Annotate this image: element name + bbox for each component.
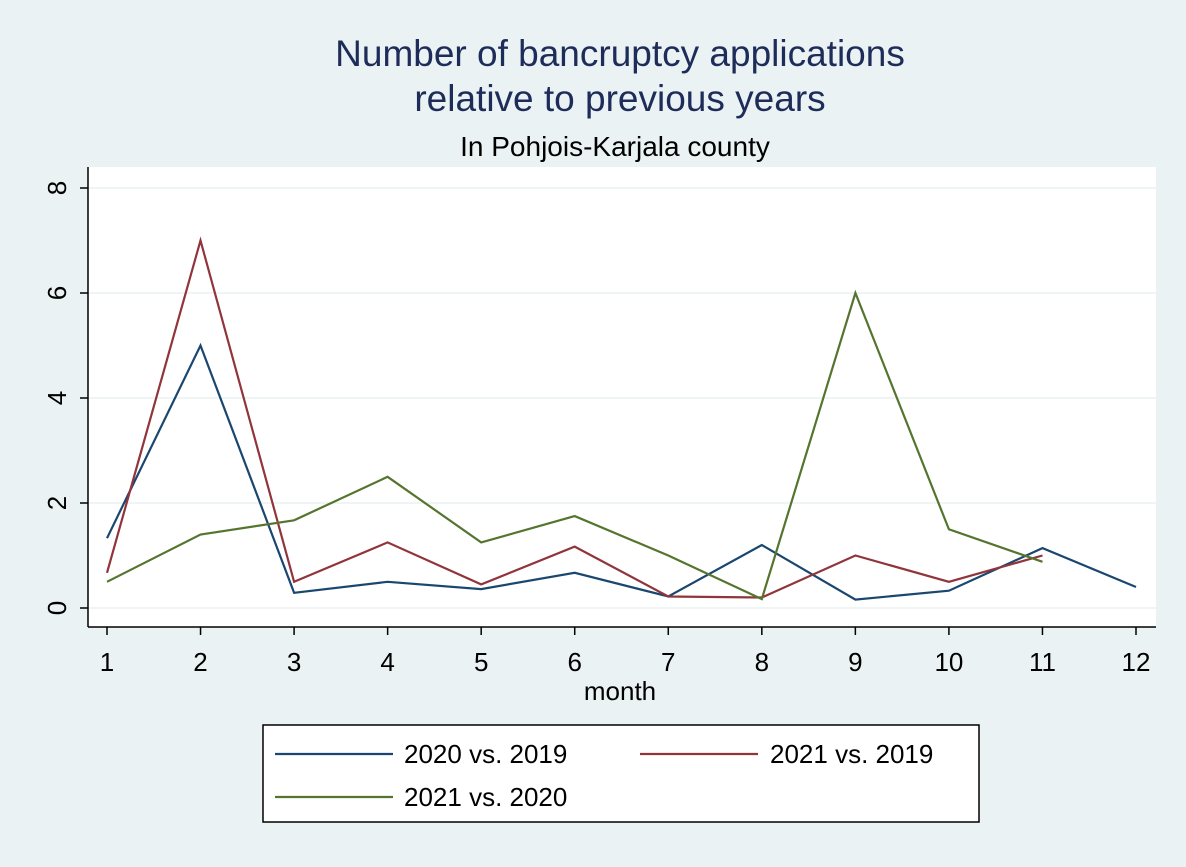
chart-title: Number of bancruptcy applications — [335, 33, 905, 74]
legend: 2020 vs. 2019 2021 vs. 2019 2021 vs. 2020 — [262, 724, 980, 823]
x-tick-label-10: 10 — [934, 647, 963, 677]
x-tick-label-12: 12 — [1122, 647, 1151, 677]
x-tick-label-2: 2 — [193, 647, 207, 677]
grid-lines — [88, 187, 1156, 609]
x-tick-label-9: 9 — [848, 647, 862, 677]
y-axis-ticks: 0 2 4 6 8 — [42, 181, 88, 615]
x-axis-label: month — [584, 676, 656, 706]
series-line-1 — [106, 342, 1137, 601]
chart-subtitle: In Pohjois-Karjala county — [460, 131, 770, 162]
x-tick-label-3: 3 — [287, 647, 301, 677]
y-tick-label-0: 0 — [42, 601, 72, 615]
legend-box — [262, 724, 980, 823]
y-tick-label-6: 6 — [42, 286, 72, 300]
series-line-2 — [105, 236, 1043, 599]
x-tick-label-7: 7 — [661, 647, 675, 677]
plot-area — [88, 167, 1156, 627]
series-line-3 — [106, 289, 1043, 601]
y-tick-label-8: 8 — [42, 181, 72, 195]
legend-label-3: 2021 vs. 2020 — [404, 782, 567, 812]
x-tick-label-5: 5 — [474, 647, 488, 677]
x-tick-label-11: 11 — [1029, 647, 1056, 677]
series-lines — [105, 236, 1137, 601]
x-tick-label-8: 8 — [755, 647, 769, 677]
legend-label-2: 2021 vs. 2019 — [770, 739, 933, 769]
x-tick-label-1: 1 — [100, 647, 114, 677]
y-tick-label-4: 4 — [42, 391, 72, 405]
x-tick-label-4: 4 — [380, 647, 394, 677]
chart-title-line2: relative to previous years — [414, 78, 825, 119]
legend-label-1: 2020 vs. 2019 — [404, 739, 567, 769]
x-axis-ticks: 1 2 3 4 5 6 7 8 9 10 11 12 — [100, 627, 1151, 677]
x-tick-label-6: 6 — [567, 647, 581, 677]
y-tick-label-2: 2 — [42, 496, 72, 510]
